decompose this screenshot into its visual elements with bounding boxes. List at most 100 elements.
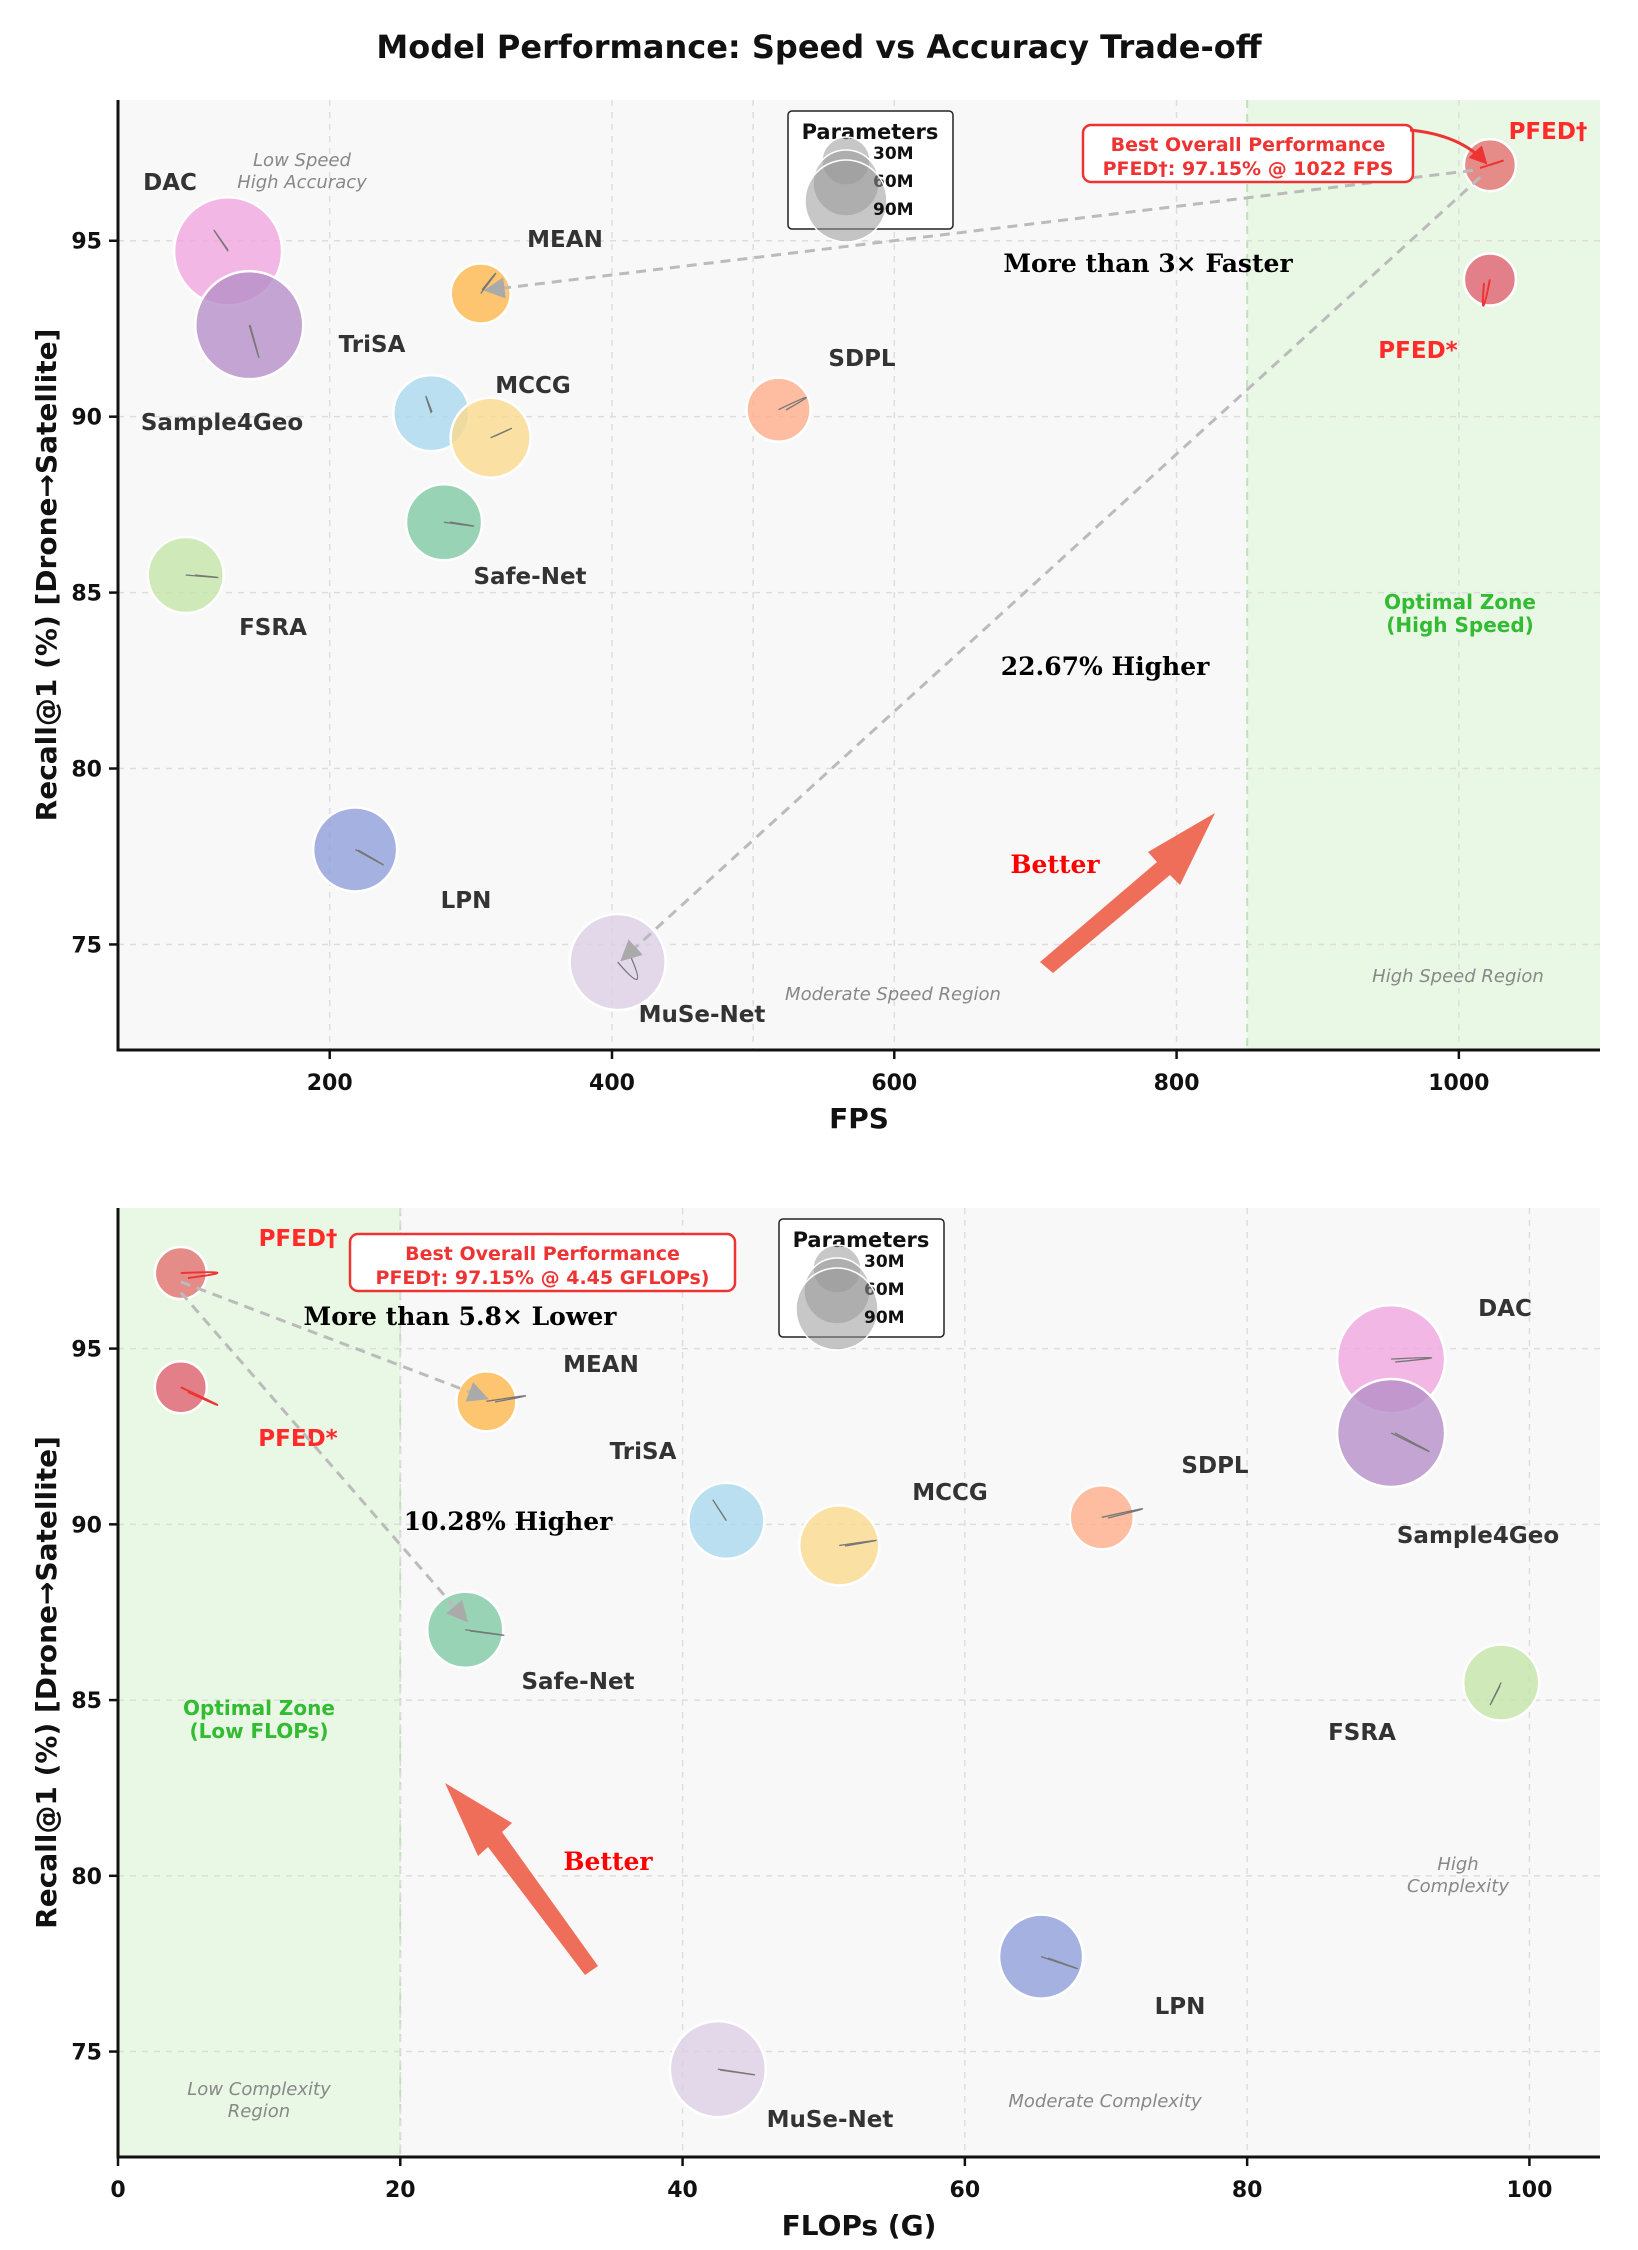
best-performance-text-line: Best Overall Performance bbox=[1111, 134, 1386, 156]
point-label: Sample4Geo bbox=[141, 410, 303, 436]
legend-entry: 30M bbox=[873, 144, 914, 164]
best-performance-box bbox=[348, 1232, 737, 1293]
label-leader bbox=[490, 427, 513, 439]
x-tick-label: 40 bbox=[667, 2178, 698, 2203]
x-tick-label: 100 bbox=[1506, 2178, 1552, 2203]
best-performance-text-line: Best Overall Performance bbox=[405, 1243, 680, 1265]
y-axis-label: Recall@1 (%) [Drone→Satellite] bbox=[30, 329, 63, 822]
point-label: MuSe-Net bbox=[639, 1002, 766, 1028]
region-label-line: Moderate Complexity bbox=[1008, 2091, 1202, 2112]
label-leader bbox=[839, 1539, 877, 1547]
x-tick-label: 1000 bbox=[1428, 1071, 1489, 1096]
optimal-zone bbox=[1247, 100, 1600, 1050]
comparison-arrow bbox=[180, 1280, 489, 1402]
best-performance-text-line: PFED†: 97.15% @ 4.45 GFLOPs) bbox=[376, 1267, 710, 1289]
point-label: MCCG bbox=[912, 1480, 988, 1506]
point-label: TriSA bbox=[339, 332, 406, 358]
region-label: High Speed Region bbox=[1372, 966, 1544, 987]
label-leader bbox=[617, 954, 639, 981]
label-leader bbox=[1101, 1508, 1144, 1519]
annotation-lower: More than 5.8× Lower bbox=[304, 1302, 618, 1331]
label-leader bbox=[180, 1271, 219, 1279]
label-leader bbox=[1481, 279, 1491, 307]
point-label: MEAN bbox=[563, 1352, 639, 1378]
region-label-line: High Speed Region bbox=[1372, 966, 1544, 987]
label-leader bbox=[712, 1499, 727, 1522]
region-label-line: Moderate Speed Region bbox=[785, 984, 1001, 1005]
better-arrow bbox=[445, 1783, 598, 1975]
y-tick-label: 90 bbox=[71, 1513, 102, 1538]
best-performance-arrow bbox=[1409, 128, 1488, 165]
panel-1: 200 400 600 800 1000 75 80 85 90 95 FPS Recall@1 (%… bbox=[30, 100, 1600, 1135]
y-tick-label: 75 bbox=[71, 933, 102, 958]
point-label: DAC bbox=[1478, 1296, 1532, 1322]
region-label-line: High Accuracy bbox=[237, 172, 367, 193]
x-tick-label: 800 bbox=[1154, 1071, 1200, 1096]
region-label-line: Low Speed bbox=[253, 150, 351, 171]
label-leader bbox=[778, 396, 807, 411]
point-label: SDPL bbox=[828, 346, 896, 372]
region-label: Moderate Speed Region bbox=[785, 984, 1001, 1005]
point-label: PFED* bbox=[1378, 338, 1457, 364]
legend-entry: 30M bbox=[864, 1252, 905, 1272]
region-label-line: High bbox=[1437, 1854, 1478, 1875]
point-label: Safe-Net bbox=[521, 1669, 634, 1695]
label-leader bbox=[425, 395, 433, 414]
optimal-zone-label-line: Optimal Zone bbox=[1384, 590, 1536, 614]
label-leader bbox=[1040, 1956, 1078, 1970]
label-leader bbox=[443, 521, 475, 527]
point-label: TriSA bbox=[610, 1439, 677, 1465]
point-label: PFED† bbox=[259, 1226, 338, 1252]
annotation-faster: More than 3× Faster bbox=[1003, 249, 1293, 278]
label-leader bbox=[354, 848, 384, 866]
region-label: Moderate Complexity bbox=[1008, 2091, 1202, 2112]
point-label: PFED* bbox=[258, 1426, 337, 1452]
label-leader bbox=[465, 1629, 505, 1636]
legend-title: Parameters bbox=[802, 120, 939, 144]
legend-entry: 90M bbox=[873, 200, 914, 220]
label-leader bbox=[1489, 1682, 1502, 1706]
annotation-higher: 22.67% Higher bbox=[1001, 652, 1210, 681]
comparison-arrow bbox=[620, 176, 1482, 962]
y-tick-label: 80 bbox=[71, 758, 102, 783]
label-leader bbox=[180, 1386, 219, 1406]
y-tick-label: 95 bbox=[71, 230, 102, 255]
x-tick-label: 20 bbox=[385, 2178, 416, 2203]
region-label-line: Low Complexity bbox=[187, 2079, 331, 2100]
x-tick-label: 400 bbox=[589, 1071, 635, 1096]
y-tick-label: 85 bbox=[71, 582, 102, 607]
label-leader bbox=[248, 324, 260, 359]
y-tick-label: 85 bbox=[71, 1689, 102, 1714]
comparison-arrow bbox=[179, 1291, 468, 1623]
legend-bubble bbox=[795, 1267, 879, 1351]
optimal-zone-label-line: (High Speed) bbox=[1386, 613, 1534, 637]
point-label: FSRA bbox=[1328, 1720, 1396, 1746]
y-tick-label: 75 bbox=[71, 2041, 102, 2066]
panel-2: 0 20 40 60 80 100 75 80 85 90 95 FLOPs (G) Recall@1 … bbox=[30, 1208, 1600, 2242]
x-tick-label: 0 bbox=[110, 2178, 125, 2203]
label-leader bbox=[486, 1395, 526, 1403]
bubble-mean bbox=[455, 1370, 518, 1433]
point-label: MEAN bbox=[527, 227, 603, 253]
optimal-zone-label: Optimal Zone(Low FLOPs) bbox=[183, 1696, 335, 1743]
point-label: PFED† bbox=[1509, 119, 1588, 145]
point-label: Sample4Geo bbox=[1397, 1523, 1559, 1549]
region-label-line: Region bbox=[228, 2101, 290, 2122]
legend-entry: 90M bbox=[864, 1308, 905, 1328]
point-label: LPN bbox=[1155, 1994, 1206, 2020]
label-leader bbox=[213, 229, 229, 252]
y-tick-label: 95 bbox=[71, 1338, 102, 1363]
x-tick-label: 60 bbox=[950, 2178, 981, 2203]
point-label: MCCG bbox=[495, 373, 571, 399]
point-label: SDPL bbox=[1181, 1453, 1249, 1479]
optimal-zone-label-line: Optimal Zone bbox=[183, 1696, 335, 1720]
x-tick-label: 80 bbox=[1232, 2178, 1263, 2203]
legend-bubble bbox=[804, 159, 888, 243]
point-label: Safe-Net bbox=[473, 564, 586, 590]
optimal-zone-label-line: (Low FLOPs) bbox=[189, 1719, 328, 1743]
label-leader bbox=[1391, 1356, 1433, 1363]
better-label: Better bbox=[1010, 850, 1100, 879]
